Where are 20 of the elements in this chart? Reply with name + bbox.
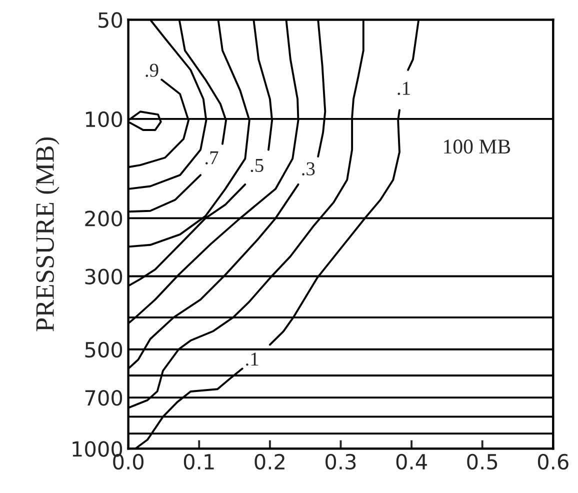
x-tick-label: 0.3 bbox=[326, 454, 356, 470]
annotation: 100 MB bbox=[444, 140, 510, 154]
y-tick-label: 300 bbox=[85, 268, 122, 284]
x-tick-label: 0.1 bbox=[184, 454, 214, 470]
x-tick-label: 0.2 bbox=[254, 454, 284, 470]
y-tick-label: 100 bbox=[86, 111, 122, 128]
series-label: .5 bbox=[250, 159, 264, 172]
series-label: .3 bbox=[302, 162, 315, 176]
x-tick-label: 0.5 bbox=[467, 454, 498, 470]
x-tick-label: 0.6 bbox=[538, 454, 568, 470]
y-tick-label: 500 bbox=[85, 342, 122, 358]
y-tick-label: 700 bbox=[85, 390, 122, 406]
series-label: .1 bbox=[246, 352, 258, 366]
x-tick-label: 0.4 bbox=[396, 454, 427, 470]
y-tick-label: 50 bbox=[98, 12, 122, 28]
y-axis-title: PRESSURE (MB) bbox=[35, 137, 60, 332]
series-label: .7 bbox=[206, 151, 218, 164]
series-label: .1 bbox=[398, 82, 410, 95]
series-label: .9 bbox=[146, 64, 158, 77]
y-tick-label: 200 bbox=[85, 210, 122, 226]
